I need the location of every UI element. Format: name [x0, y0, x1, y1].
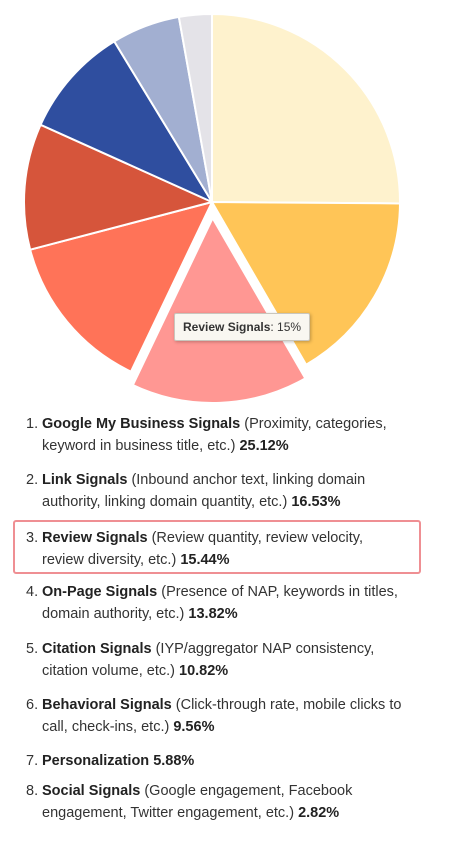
list-item: 1. Google My Business Signals (Proximity,… [26, 416, 387, 454]
signal-name: On-Page Signals [42, 584, 158, 600]
signal-percent: 16.53% [291, 494, 341, 510]
list-item: 5. Citation Signals (IYP/aggregator NAP c… [26, 641, 375, 679]
list-item: 3. Review Signals (Review quantity, revie… [26, 530, 364, 568]
signal-percent: 25.12% [239, 438, 289, 454]
signal-name: Citation Signals [42, 641, 152, 657]
chart-tooltip: Review Signals: 15% [174, 313, 311, 341]
pie-slice-on-page-signals[interactable] [29, 201, 213, 373]
pie-slice-behavioral-signals[interactable] [39, 40, 213, 203]
signal-name: Behavioral Signals [42, 697, 172, 713]
signal-percent: 15.44% [180, 552, 230, 568]
list-item: 8. Social Signals (Google engagement, Fac… [26, 783, 353, 821]
signal-percent: 10.82% [179, 663, 229, 679]
pie-slice-citation-signals[interactable] [23, 123, 213, 251]
pie-slice-link-signals[interactable] [211, 201, 401, 366]
pie-slice-google-my-business-signals[interactable] [211, 13, 401, 205]
signal-percent: 13.82% [188, 606, 238, 622]
signal-name: Personalization [42, 753, 150, 769]
pie-slice-review-signals[interactable] [129, 213, 309, 405]
list-item: 7. Personalization 5.88% [26, 753, 195, 769]
list-item: 6. Behavioral Signals (Click-through rate… [26, 697, 402, 735]
signal-percent: 2.82% [298, 805, 340, 821]
list-item: 2. Link Signals (Inbound anchor text, lin… [26, 472, 366, 510]
pie-slice-social-signals[interactable] [177, 13, 213, 203]
signal-percent: 5.88% [153, 753, 195, 769]
highlight-box [13, 520, 421, 574]
signal-name: Google My Business Signals [42, 416, 241, 432]
signal-percent: 9.56% [173, 719, 215, 735]
tooltip-value: : 15% [270, 320, 302, 334]
list-item: 4. On-Page Signals (Presence of NAP, keyw… [26, 584, 398, 622]
signal-name: Review Signals [42, 530, 148, 546]
signal-name: Link Signals [42, 472, 128, 488]
signal-name: Social Signals [42, 783, 141, 799]
pie-chart [23, 13, 401, 405]
tooltip-label: Review Signals [183, 320, 271, 334]
